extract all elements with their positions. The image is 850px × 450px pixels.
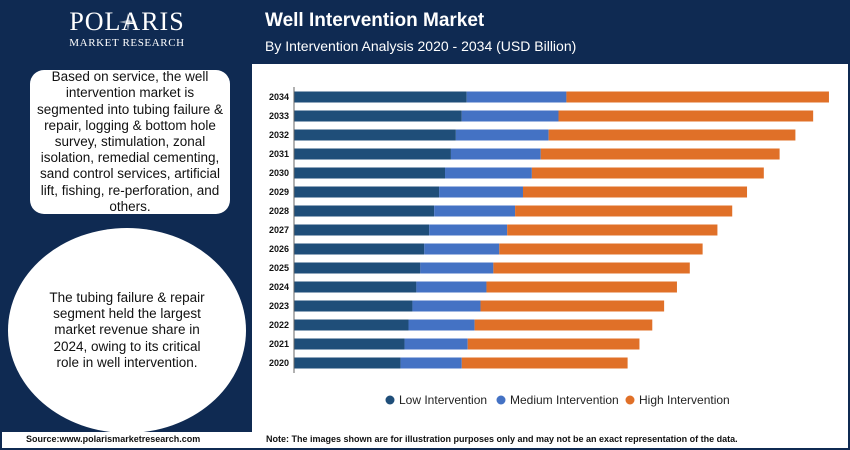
y-tick-label: 2028	[269, 206, 289, 216]
bar-segment	[294, 357, 401, 369]
bar-segment	[515, 205, 733, 217]
bar-segment	[400, 357, 462, 369]
bar-segment	[558, 110, 814, 122]
y-tick-label: 2032	[269, 130, 289, 140]
bar-segment	[294, 243, 425, 255]
bar-segment	[486, 281, 677, 293]
y-tick-label: 2029	[269, 187, 289, 197]
bar-segment	[294, 300, 413, 312]
bar-segment	[294, 205, 435, 217]
bar-segment	[507, 224, 718, 236]
legend-swatch	[496, 395, 506, 405]
bar-segment	[294, 262, 421, 274]
bar-segment	[461, 110, 559, 122]
bar-segment	[450, 148, 541, 160]
chart-bars	[294, 91, 829, 369]
segment-info-circle: The tubing failure & repair segment held…	[8, 228, 246, 433]
bar-segment	[455, 129, 549, 141]
bar-segment	[294, 148, 451, 160]
bar-segment	[480, 300, 665, 312]
y-tick-label: 2034	[269, 92, 289, 102]
bar-segment	[566, 91, 829, 103]
bar-segment	[548, 129, 796, 141]
y-tick-label: 2027	[269, 225, 289, 235]
footer: Source:www.polarismarketresearch.com Not…	[2, 432, 848, 448]
bar-segment	[540, 148, 780, 160]
y-tick-label: 2026	[269, 244, 289, 254]
y-tick-label: 2031	[269, 149, 289, 159]
bar-segment	[294, 224, 430, 236]
bar-segment	[461, 357, 628, 369]
segment-info-text: The tubing failure & repair segment held…	[49, 289, 205, 370]
bar-segment	[412, 300, 481, 312]
bar-segment	[416, 281, 487, 293]
logo-tagline: MARKET RESEARCH	[69, 37, 185, 49]
bar-segment	[424, 243, 500, 255]
legend-label: High Intervention	[639, 393, 730, 407]
y-tick-label: 2020	[269, 358, 289, 368]
bar-segment	[294, 91, 467, 103]
source-credit: Source:www.polarismarketresearch.com	[26, 434, 201, 444]
y-tick-label: 2025	[269, 263, 289, 273]
bar-segment	[467, 338, 640, 350]
y-axis-ticks: 2034 2033 2032 2031 2030 2029 2028 2027 2026 2025…	[269, 92, 289, 368]
bar-chart: 2034 2033 2032 2031 2030 2029 2028 2027 2026 2025…	[269, 87, 829, 407]
y-tick-label: 2021	[269, 339, 289, 349]
bar-segment	[294, 167, 446, 179]
bar-segment	[531, 167, 764, 179]
y-tick-label: 2024	[269, 282, 289, 292]
bar-segment	[429, 224, 508, 236]
bar-segment	[408, 319, 475, 331]
bar-segment	[493, 262, 690, 274]
compass-icon	[119, 13, 137, 31]
bar-segment	[445, 167, 532, 179]
bar-segment	[294, 110, 462, 122]
bar-segment	[294, 338, 405, 350]
bar-segment	[522, 186, 748, 198]
legend-swatch	[625, 395, 635, 405]
bar-segment	[294, 129, 456, 141]
service-info-text: Based on service, the well intervention …	[36, 69, 224, 214]
legend-swatch	[385, 395, 395, 405]
bar-segment	[404, 338, 468, 350]
bar-segment	[294, 186, 440, 198]
bar-segment	[420, 262, 494, 274]
chart-subtitle: By Intervention Analysis 2020 - 2034 (US…	[265, 38, 577, 54]
bar-segment	[434, 205, 516, 217]
bar-segment	[466, 91, 567, 103]
bar-segment	[474, 319, 653, 331]
disclaimer-note: Note: The images shown are for illustrat…	[266, 434, 738, 444]
header: Well Intervention Market By Intervention…	[252, 2, 848, 64]
legend-label: Low Intervention	[399, 393, 487, 407]
y-tick-label: 2023	[269, 301, 289, 311]
service-info-box: Based on service, the well intervention …	[30, 69, 230, 214]
bar-segment	[294, 281, 417, 293]
y-tick-label: 2033	[269, 111, 289, 121]
chart-legend: Low Intervention Medium Intervention High …	[385, 393, 730, 407]
logo: POLARIS MARKET RESEARCH	[2, 8, 252, 50]
bar-segment	[499, 243, 703, 255]
bar-segment	[439, 186, 523, 198]
y-tick-label: 2022	[269, 320, 289, 330]
left-panel: POLARIS MARKET RESEARCH Based on service…	[2, 2, 252, 433]
legend-label: Medium Intervention	[510, 393, 619, 407]
y-tick-label: 2030	[269, 168, 289, 178]
bar-segment	[294, 319, 409, 331]
chart-title: Well Intervention Market	[265, 10, 485, 31]
